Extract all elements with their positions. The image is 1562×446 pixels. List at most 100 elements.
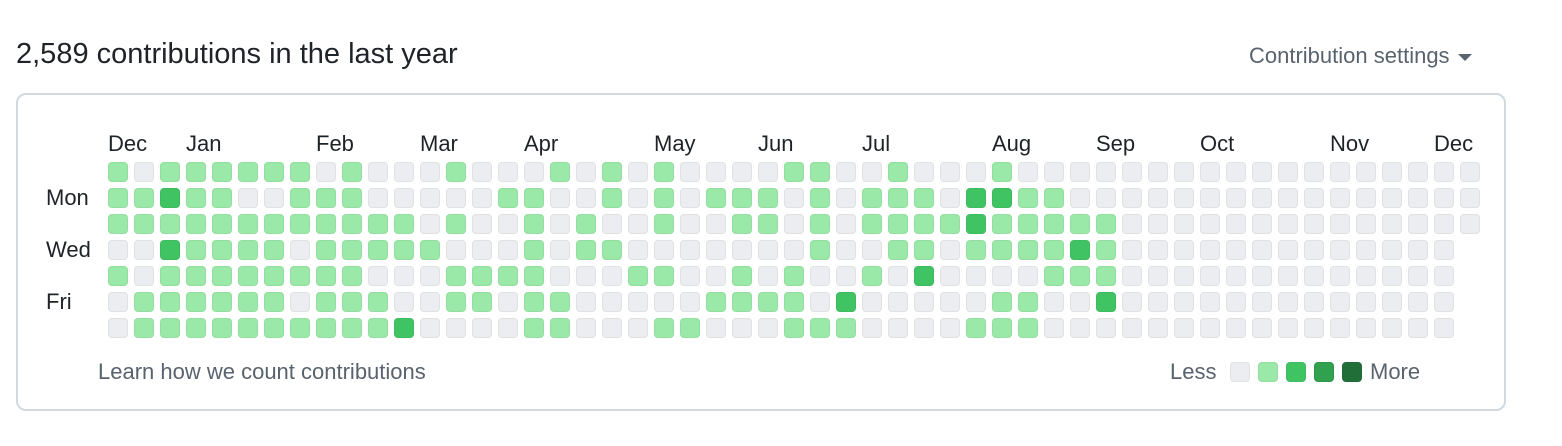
contribution-day-cell[interactable] <box>966 266 986 286</box>
contribution-day-cell[interactable] <box>654 188 674 208</box>
contribution-day-cell[interactable] <box>732 188 752 208</box>
contribution-day-cell[interactable] <box>836 240 856 260</box>
contribution-day-cell[interactable] <box>810 240 830 260</box>
contribution-day-cell[interactable] <box>108 318 128 338</box>
contribution-day-cell[interactable] <box>1434 292 1454 312</box>
contribution-day-cell[interactable] <box>732 266 752 286</box>
contribution-day-cell[interactable] <box>498 266 518 286</box>
contribution-day-cell[interactable] <box>628 188 648 208</box>
contribution-day-cell[interactable] <box>472 188 492 208</box>
contribution-day-cell[interactable] <box>862 318 882 338</box>
contribution-day-cell[interactable] <box>1148 318 1168 338</box>
contribution-day-cell[interactable] <box>186 162 206 182</box>
contribution-day-cell[interactable] <box>238 162 258 182</box>
contribution-day-cell[interactable] <box>992 188 1012 208</box>
contribution-day-cell[interactable] <box>862 162 882 182</box>
contribution-day-cell[interactable] <box>264 318 284 338</box>
contribution-day-cell[interactable] <box>914 266 934 286</box>
contribution-day-cell[interactable] <box>342 214 362 234</box>
contribution-day-cell[interactable] <box>1018 318 1038 338</box>
contribution-day-cell[interactable] <box>1382 318 1402 338</box>
contribution-day-cell[interactable] <box>914 188 934 208</box>
contribution-day-cell[interactable] <box>524 214 544 234</box>
contribution-day-cell[interactable] <box>368 266 388 286</box>
contribution-day-cell[interactable] <box>290 188 310 208</box>
contribution-day-cell[interactable] <box>264 292 284 312</box>
contribution-day-cell[interactable] <box>680 162 700 182</box>
contribution-day-cell[interactable] <box>1460 214 1480 234</box>
contribution-day-cell[interactable] <box>316 240 336 260</box>
contribution-day-cell[interactable] <box>420 266 440 286</box>
contribution-day-cell[interactable] <box>654 214 674 234</box>
contribution-day-cell[interactable] <box>394 292 414 312</box>
contribution-day-cell[interactable] <box>888 214 908 234</box>
contribution-day-cell[interactable] <box>290 162 310 182</box>
contribution-day-cell[interactable] <box>108 214 128 234</box>
contribution-day-cell[interactable] <box>1018 266 1038 286</box>
contribution-day-cell[interactable] <box>1096 292 1116 312</box>
contribution-day-cell[interactable] <box>862 188 882 208</box>
contribution-day-cell[interactable] <box>524 240 544 260</box>
contribution-day-cell[interactable] <box>602 292 622 312</box>
contribution-day-cell[interactable] <box>966 214 986 234</box>
contribution-day-cell[interactable] <box>836 266 856 286</box>
contribution-day-cell[interactable] <box>238 240 258 260</box>
contribution-day-cell[interactable] <box>628 266 648 286</box>
contribution-day-cell[interactable] <box>238 318 258 338</box>
contribution-day-cell[interactable] <box>1356 240 1376 260</box>
contribution-day-cell[interactable] <box>1408 266 1428 286</box>
contribution-day-cell[interactable] <box>498 188 518 208</box>
contribution-day-cell[interactable] <box>1070 292 1090 312</box>
contribution-day-cell[interactable] <box>186 318 206 338</box>
contribution-day-cell[interactable] <box>1356 292 1376 312</box>
contribution-day-cell[interactable] <box>1122 318 1142 338</box>
contribution-day-cell[interactable] <box>186 240 206 260</box>
contribution-day-cell[interactable] <box>706 318 726 338</box>
contribution-day-cell[interactable] <box>1252 318 1272 338</box>
contribution-day-cell[interactable] <box>420 292 440 312</box>
contribution-day-cell[interactable] <box>810 318 830 338</box>
contribution-day-cell[interactable] <box>1096 214 1116 234</box>
contribution-day-cell[interactable] <box>1018 240 1038 260</box>
contribution-day-cell[interactable] <box>1252 266 1272 286</box>
contribution-day-cell[interactable] <box>966 292 986 312</box>
contribution-day-cell[interactable] <box>1252 240 1272 260</box>
contribution-day-cell[interactable] <box>1278 214 1298 234</box>
contribution-day-cell[interactable] <box>1200 188 1220 208</box>
contribution-day-cell[interactable] <box>212 266 232 286</box>
contribution-day-cell[interactable] <box>888 318 908 338</box>
contribution-day-cell[interactable] <box>1200 292 1220 312</box>
contribution-day-cell[interactable] <box>1122 292 1142 312</box>
contribution-day-cell[interactable] <box>264 240 284 260</box>
contribution-day-cell[interactable] <box>524 188 544 208</box>
contribution-day-cell[interactable] <box>290 318 310 338</box>
contribution-day-cell[interactable] <box>1200 240 1220 260</box>
contribution-day-cell[interactable] <box>576 162 596 182</box>
contribution-day-cell[interactable] <box>1148 214 1168 234</box>
contribution-day-cell[interactable] <box>940 318 960 338</box>
contribution-day-cell[interactable] <box>238 266 258 286</box>
contribution-day-cell[interactable] <box>316 214 336 234</box>
contribution-day-cell[interactable] <box>316 188 336 208</box>
contribution-day-cell[interactable] <box>1044 214 1064 234</box>
contribution-day-cell[interactable] <box>160 292 180 312</box>
contribution-day-cell[interactable] <box>862 214 882 234</box>
contribution-day-cell[interactable] <box>1122 266 1142 286</box>
contribution-day-cell[interactable] <box>914 162 934 182</box>
contribution-day-cell[interactable] <box>654 266 674 286</box>
contribution-day-cell[interactable] <box>1122 188 1142 208</box>
contribution-day-cell[interactable] <box>550 214 570 234</box>
contribution-day-cell[interactable] <box>810 162 830 182</box>
contribution-day-cell[interactable] <box>966 188 986 208</box>
contribution-day-cell[interactable] <box>1278 162 1298 182</box>
contribution-day-cell[interactable] <box>914 292 934 312</box>
contribution-day-cell[interactable] <box>914 318 934 338</box>
contribution-day-cell[interactable] <box>316 292 336 312</box>
contribution-day-cell[interactable] <box>446 162 466 182</box>
contribution-day-cell[interactable] <box>264 188 284 208</box>
contribution-day-cell[interactable] <box>1122 214 1142 234</box>
contribution-day-cell[interactable] <box>1096 266 1116 286</box>
contribution-day-cell[interactable] <box>160 240 180 260</box>
contribution-day-cell[interactable] <box>290 240 310 260</box>
contribution-day-cell[interactable] <box>888 162 908 182</box>
